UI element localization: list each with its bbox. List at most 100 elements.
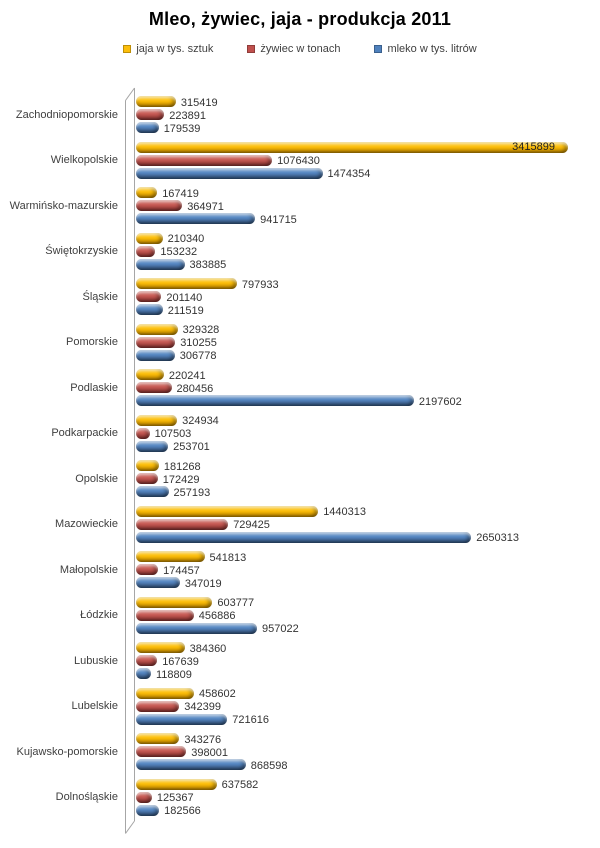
value-label: 223891: [169, 109, 207, 122]
category-label: Łódzkie: [80, 609, 118, 622]
bar-row: 201140: [136, 291, 600, 304]
value-label: 220241: [168, 369, 206, 382]
category-label: Wielkopolskie: [50, 154, 118, 167]
value-label: 3415899: [512, 141, 555, 154]
value-label: 280456: [176, 382, 214, 395]
bar-row: 343276: [136, 733, 600, 746]
bar-row: 324934: [136, 414, 600, 428]
bar-group: 458602 342399 721616: [136, 687, 600, 726]
bar-zywiec: [136, 291, 162, 303]
bar-row: 257193: [136, 486, 600, 499]
bar-zywiec: [136, 518, 229, 530]
value-label: 1076430: [277, 155, 320, 168]
category-label: Zachodniopomorskie: [15, 108, 118, 121]
bar-row: 181268: [136, 460, 600, 473]
bar-mleko: [136, 122, 159, 134]
category-group: Śląskie 797933 201140 211519: [0, 274, 600, 320]
bar-row: 315419: [136, 96, 600, 109]
value-label: 167419: [162, 187, 199, 200]
bar-row: 721616: [136, 713, 600, 726]
bar-row: 868598: [136, 759, 600, 772]
value-label: 957022: [262, 623, 299, 636]
bar-group: 1440313 729425 2650313: [136, 505, 600, 545]
bar-row: 941715: [136, 213, 600, 226]
value-label: 603777: [217, 597, 255, 610]
legend-item-1: jaja w tys. sztuk: [123, 43, 213, 55]
bar-jaja: [136, 323, 178, 335]
bar-mleko: [136, 258, 185, 270]
bar-group: 210340 153232 383885: [136, 232, 600, 272]
bar-row: 223891: [136, 109, 600, 122]
category-label: Opolskie: [75, 472, 118, 485]
bar-mleko: [136, 577, 180, 589]
category-label: Lubelskie: [71, 700, 118, 713]
value-label: 456886: [198, 610, 236, 623]
bar-jaja: [136, 642, 185, 654]
legend-label: jaja w tys. sztuk: [136, 43, 214, 55]
bar-row: 1076430: [136, 154, 600, 168]
bar-row: 458602: [136, 687, 600, 700]
bar-row: 729425: [136, 518, 600, 531]
bar-row: 153232: [136, 245, 600, 259]
bar-jaja: [136, 278, 237, 290]
bar-group: 181268 172429 257193: [136, 460, 600, 499]
bar-zywiec: [136, 564, 159, 576]
value-label: 329328: [182, 324, 220, 337]
chart-title: Mleo, żywiec, jaja - produkcja 2011: [148, 9, 452, 29]
bar-mleko: [136, 349, 175, 361]
value-label: 384360: [189, 642, 227, 655]
value-label: 125367: [156, 792, 194, 805]
bar-jaja: [136, 232, 163, 244]
bar-mleko: [136, 759, 246, 771]
bar-mleko: [136, 213, 256, 225]
bar-mleko: [136, 531, 472, 543]
bar-zywiec: [136, 382, 172, 394]
category-group: Warmińsko-mazurskie 167419 364971 941715: [0, 183, 600, 229]
bar-mleko: [136, 622, 257, 634]
category-group: Kujawsko-pomorskie 343276 398001 868598: [0, 729, 600, 775]
bar-row: 280456: [136, 382, 600, 395]
value-label: 324934: [182, 415, 219, 428]
bar-row: 118809: [136, 668, 600, 681]
bar-row: 637582: [136, 778, 600, 791]
bar-jaja: [136, 96, 176, 108]
bar-row: 1440313: [136, 505, 600, 518]
value-label: 797933: [241, 278, 279, 291]
value-label: 541813: [209, 551, 247, 564]
value-label: 118809: [156, 668, 192, 681]
bar-row: 2650313: [136, 531, 600, 545]
bar-row: 603777: [136, 596, 600, 610]
category-group: Lubelskie 458602 342399 721616: [0, 684, 600, 730]
category-group: Mazowieckie 1440313 729425 2650313: [0, 502, 600, 548]
bar-row: 107503: [136, 427, 600, 440]
value-label: 2650313: [476, 532, 520, 545]
bar-zywiec: [136, 746, 187, 758]
bar-zywiec: [136, 200, 183, 212]
bar-jaja: [136, 505, 319, 517]
bar-row: 167639: [136, 655, 600, 668]
bar-row: 329328: [136, 323, 600, 337]
bar-group: 603777 456886 957022: [136, 596, 600, 636]
bar-jaja: 3415899: [136, 141, 568, 154]
bar-jaja: [136, 460, 159, 472]
value-label: 201140: [166, 291, 203, 304]
bar-row: 383885: [136, 258, 600, 272]
value-label: 342399: [184, 701, 222, 714]
category-group: Dolnośląskie 637582 125367 182566: [0, 775, 600, 821]
bar-zywiec: [136, 655, 158, 667]
bar-row: 797933: [136, 278, 600, 291]
category-group: Świętokrzyskie 210340 153232 383885: [0, 229, 600, 275]
bar-mleko: [136, 167, 323, 179]
bar-jaja: [136, 187, 158, 199]
bar-mleko: [136, 668, 151, 680]
bar-group: 541813 174457 347019: [136, 551, 600, 590]
category-group: Zachodniopomorskie 315419 223891 179539: [0, 92, 600, 138]
bar-row: 167419: [136, 187, 600, 200]
bar-group: 329328 310255 306778: [136, 323, 600, 362]
value-label: 153232: [160, 246, 198, 259]
category-label: Kujawsko-pomorskie: [16, 745, 118, 758]
value-label: 383885: [189, 259, 227, 272]
bar-row: 174457: [136, 564, 600, 577]
bar-mleko: [136, 440, 169, 452]
